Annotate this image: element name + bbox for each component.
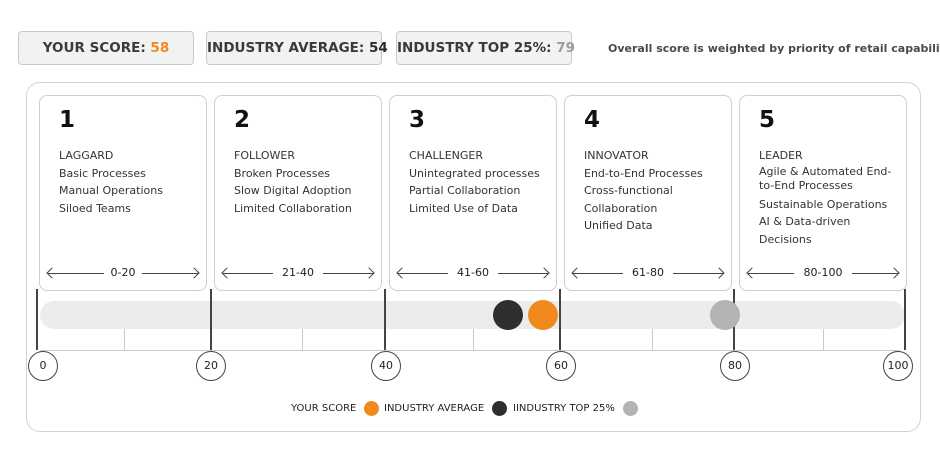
level-line: Unified Data [584,219,653,232]
scale-baseline [40,350,900,351]
level-card-follower: 2 FOLLOWER Broken Processes Slow Digital… [214,95,382,291]
level-card-leader: 5 LEADER Agile & Automated End-to-End Pr… [739,95,907,291]
level-range: 61-80 [571,266,725,280]
industry-top-marker [710,300,741,330]
your-score-label: YOUR SCORE: [42,40,146,56]
level-range-label: 61-80 [632,266,664,279]
level-number: 5 [759,107,776,133]
level-title: LAGGARD [59,149,114,162]
industry-average-pill: INDUSTRY AVERAGE: 54 [206,31,388,65]
your-score-marker [527,300,558,330]
legend-your-score: YOUR SCORE [291,401,380,416]
scale-minor-tick [652,329,653,350]
level-range: 41-60 [396,266,550,280]
score-track [40,301,905,329]
legend-industry-average: INDUSTRY AVERAGE [384,401,508,416]
your-score-pill: YOUR SCORE: 58 [18,31,194,65]
level-line: AI & Data-driven Decisions [759,215,851,246]
legend-your-score-label: YOUR SCORE [291,403,357,414]
legend-industry-top-label: IINDUSTRY TOP 25% [513,403,615,414]
level-range: 80-100 [746,266,900,280]
legend-industry-average-label: INDUSTRY AVERAGE [384,403,485,414]
level-title: FOLLOWER [234,149,295,162]
level-line: Agile & Automated End-to-End Processes [759,164,892,192]
industry-average-label: INDUSTRY AVERAGE: [207,40,365,56]
level-line: Basic Processes [59,166,146,180]
legend-industry-top: IINDUSTRY TOP 25% [513,401,638,416]
legend-industry-top-swatch [622,401,638,416]
level-number: 4 [584,107,601,133]
industry-top-label: INDUSTRY TOP 25%: [397,40,552,56]
weighting-note: Overall score is weighted by priority of… [608,42,940,55]
level-card-challenger: 3 CHALLENGER Unintegrated processes Part… [389,95,557,291]
scale-major-tick [210,289,212,350]
level-line: Siloed Teams [59,201,131,215]
level-title: INNOVATOR [584,149,649,162]
level-range-label: 21-40 [282,266,314,279]
level-range-label: 41-60 [457,266,489,279]
level-range: 21-40 [221,266,375,280]
level-range-label: 80-100 [803,266,843,279]
scale-tick-label: 60 [546,351,576,381]
industry-average-value: 54 [369,40,388,56]
level-line: Unintegrated processes [409,166,540,180]
level-card-innovator: 4 INNOVATOR End-to-End Processes Cross-f… [564,95,732,291]
level-line: Manual Operations [59,184,163,197]
scale-major-tick [904,289,906,350]
legend-your-score-swatch [364,401,380,416]
scale-major-tick [559,289,561,350]
industry-average-marker [492,300,523,330]
level-card-laggard: 1 LAGGARD Basic Processes Manual Operati… [39,95,207,291]
level-title: CHALLENGER [409,149,484,162]
level-line: Limited Collaboration [234,201,352,215]
level-number: 2 [234,107,251,133]
level-number: 3 [409,107,426,133]
scale-major-tick [384,289,386,350]
scale-tick-label: 0 [28,351,58,381]
level-line: Limited Use of Data [409,201,518,215]
level-line: Partial Collaboration [409,184,521,197]
level-line: Cross-functional Collaboration [584,184,673,215]
scale-major-tick [36,289,38,350]
level-range-label: 0-20 [110,266,136,279]
level-number: 1 [59,107,76,133]
your-score-value: 58 [150,40,170,56]
industry-top-pill: INDUSTRY TOP 25%: 79 [396,31,576,65]
scale-minor-tick [124,329,125,350]
level-line: Slow Digital Adoption [234,184,352,197]
level-line: End-to-End Processes [584,166,703,180]
industry-top-value: 79 [556,40,576,56]
scale-minor-tick [302,329,303,350]
scale-tick-label: 100 [883,351,913,381]
scale-minor-tick [473,329,474,350]
level-line: Sustainable Operations [759,197,888,211]
scale-minor-tick [823,329,824,350]
level-title: LEADER [759,149,803,162]
scale-tick-label: 40 [371,351,401,381]
legend-industry-average-swatch [492,401,508,416]
scale-tick-label: 20 [196,351,226,381]
level-range: 0-20 [46,266,200,280]
level-line: Broken Processes [234,166,330,180]
scale-tick-label: 80 [720,351,750,381]
